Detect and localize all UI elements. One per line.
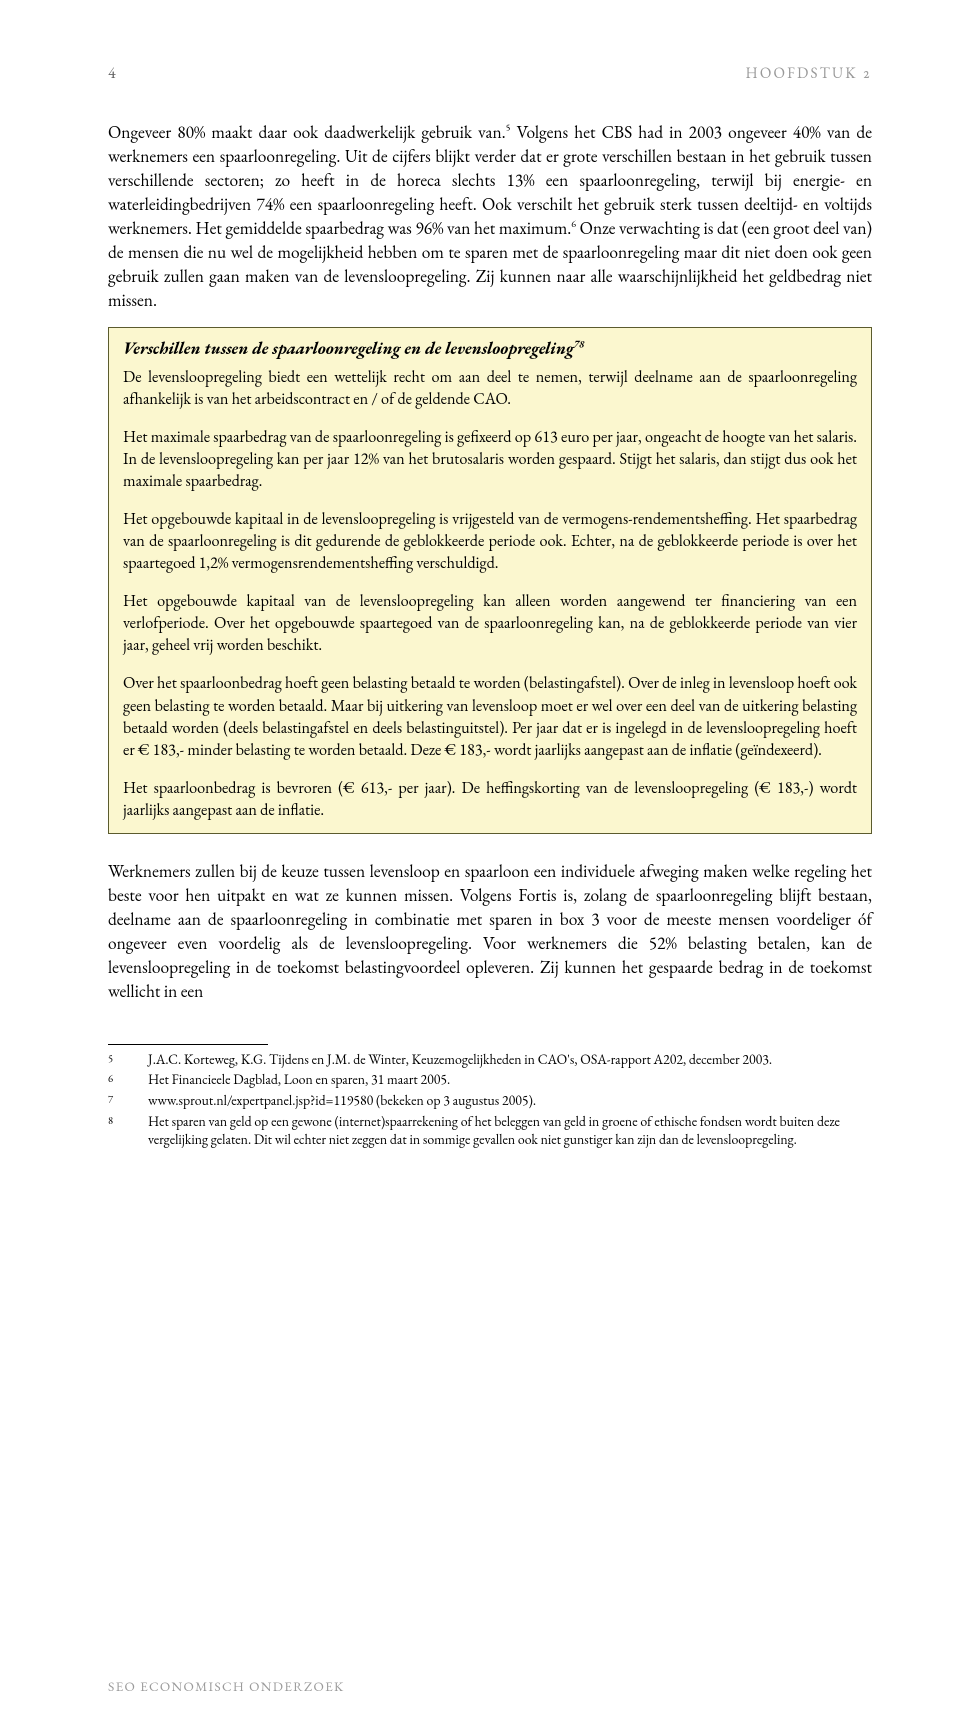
footnote-num: 6 [108,1071,148,1090]
footnote-num: 8 [108,1113,148,1150]
footnote-5: 5 J.A.C. Korteweg, K.G. Tijdens en J.M. … [108,1051,872,1070]
footnote-text: Het Financieele Dagblad, Loon en sparen,… [148,1071,872,1090]
footnote-num: 7 [108,1092,148,1111]
info-box: Verschillen tussen de spaarloonregeling … [108,327,872,834]
paragraph-1: Ongeveer 80% maakt daar ook daadwerkelij… [108,121,872,313]
page-number: 4 [108,62,116,83]
page-header: 4 HOOFDSTUK 2 [108,62,872,83]
box-para-1: De levensloopregeling biedt een wettelij… [123,366,857,410]
footnote-8: 8 Het sparen van geld op een gewone (int… [108,1113,872,1150]
box-para-3: Het opgebouwde kapitaal in de levensloop… [123,508,857,574]
footnotes: 5 J.A.C. Korteweg, K.G. Tijdens en J.M. … [108,1051,872,1150]
footnote-7: 7 www.sprout.nl/expertpanel.jsp?id=11958… [108,1092,872,1111]
box-heading-text: Verschillen tussen de spaarloonregeling … [123,338,574,360]
box-heading: Verschillen tussen de spaarloonregeling … [123,338,857,360]
box-para-5: Over het spaarloonbedrag hoeft geen bela… [123,672,857,760]
chapter-title: HOOFDSTUK 2 [746,64,872,83]
footnote-text: www.sprout.nl/expertpanel.jsp?id=119580 … [148,1092,872,1111]
footnote-6: 6 Het Financieele Dagblad, Loon en spare… [108,1071,872,1090]
footnote-text: J.A.C. Korteweg, K.G. Tijdens en J.M. de… [148,1051,872,1070]
paragraph-2: Werknemers zullen bij de keuze tussen le… [108,860,872,1004]
footnote-num: 5 [108,1051,148,1070]
box-para-2: Het maximale spaarbedrag van de spaarloo… [123,426,857,492]
footnote-text: Het sparen van geld op een gewone (inter… [148,1113,872,1150]
document-page: 4 HOOFDSTUK 2 Ongeveer 80% maakt daar oo… [0,0,960,1734]
footer-text: SEO ECONOMISCH ONDERZOEK [108,1678,345,1696]
p1-text-a: Ongeveer 80% maakt daar ook daadwerkelij… [108,121,506,144]
footnote-rule [108,1044,268,1045]
box-para-6: Het spaarloonbedrag is bevroren (€ 613,-… [123,777,857,821]
footnote-ref-78: 78 [574,337,585,350]
box-para-4: Het opgebouwde kapitaal van de levensloo… [123,590,857,656]
